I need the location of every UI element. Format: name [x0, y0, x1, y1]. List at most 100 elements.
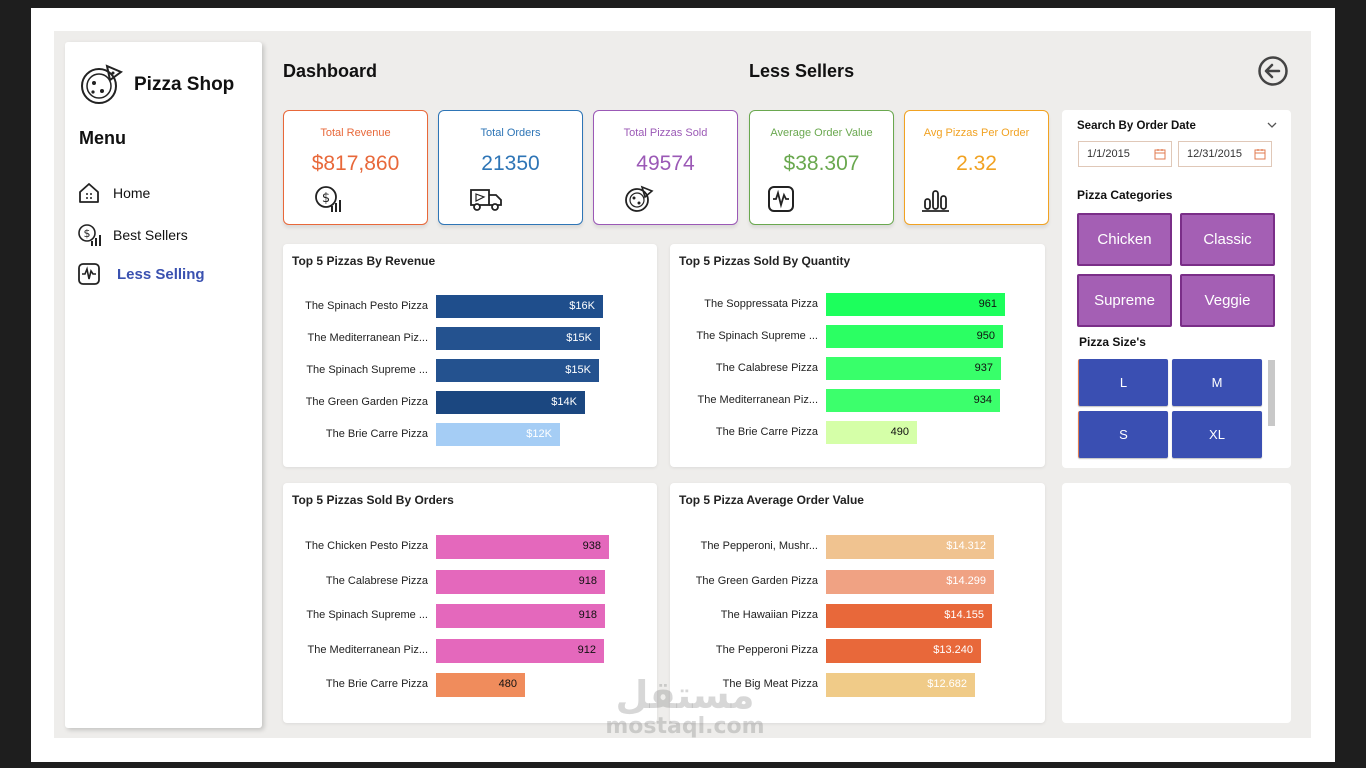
- chart-top5-orders: Top 5 Pizzas Sold By Orders The Chicken …: [283, 483, 657, 723]
- bar[interactable]: [436, 535, 609, 559]
- bar[interactable]: [436, 359, 599, 382]
- chart-top5-avg-order-value: Top 5 Pizza Average Order Value The Pepp…: [670, 483, 1045, 723]
- kpi-avg-pizzas-per-order: Avg Pizzas Per Order 2.32: [904, 110, 1049, 225]
- bar[interactable]: [826, 389, 1000, 412]
- date-to-value: 12/31/2015: [1187, 148, 1243, 160]
- category-button-classic[interactable]: Classic: [1180, 213, 1275, 266]
- sizes-scrollbar[interactable]: [1268, 360, 1275, 426]
- data-label: 480: [498, 678, 517, 690]
- category-label: The Chicken Pesto Pizza: [305, 540, 428, 552]
- sidebar-item-home[interactable]: Home: [77, 180, 150, 206]
- bar[interactable]: [826, 604, 992, 628]
- category-label: The Green Garden Pizza: [305, 396, 428, 408]
- data-label: 938: [582, 540, 601, 552]
- sidebar-item-label: Less Selling: [117, 265, 205, 283]
- bar[interactable]: [436, 391, 585, 414]
- category-label: The Calabrese Pizza: [325, 574, 428, 587]
- data-label: 918: [578, 609, 597, 621]
- kpi-label: Total Pizzas Sold: [623, 127, 708, 139]
- kpi-value: $817,860: [311, 152, 400, 175]
- menu-title: Menu: [79, 128, 126, 148]
- data-label: $14.155: [944, 609, 984, 621]
- sidebar-item-label: Best Sellers: [113, 227, 188, 243]
- category-label: The Spinach Pesto Pizza: [305, 300, 428, 312]
- bar[interactable]: [826, 325, 1003, 348]
- home-icon: [79, 183, 99, 203]
- bar-chart-icon: [922, 190, 949, 212]
- bar[interactable]: [436, 423, 560, 446]
- watermark-latin: mostaql.com: [605, 714, 765, 739]
- bar[interactable]: [436, 673, 525, 697]
- category-button-chicken[interactable]: Chicken: [1077, 213, 1172, 266]
- data-label: $15K: [565, 364, 591, 376]
- kpi-value: 49574: [636, 152, 695, 175]
- sidebar-item-best-sellers[interactable]: $ Best Sellers: [77, 222, 188, 248]
- date-from-input[interactable]: 1/1/2015: [1078, 141, 1172, 167]
- data-label: $13.240: [933, 643, 973, 656]
- categories-filter-title: Pizza Categories: [1077, 188, 1173, 202]
- chevron-down-icon[interactable]: [1267, 121, 1277, 129]
- watermark-arabic: مستقل: [615, 673, 755, 717]
- bar[interactable]: [436, 327, 600, 350]
- sidebar-item-less-selling[interactable]: Less Selling: [77, 261, 205, 287]
- data-label: 912: [577, 643, 596, 656]
- delivery-truck-icon: [470, 189, 502, 211]
- bar[interactable]: [826, 673, 975, 697]
- calendar-icon[interactable]: [1254, 148, 1266, 160]
- back-arrow-icon[interactable]: [1257, 55, 1289, 87]
- money-chart-icon: $: [78, 224, 101, 246]
- bar[interactable]: [826, 535, 994, 559]
- pizza-icon: [625, 185, 654, 212]
- chart-title: Top 5 Pizzas Sold By Quantity: [679, 254, 851, 268]
- sizes-filter-title: Pizza Size's: [1079, 335, 1146, 349]
- size-button-xl[interactable]: XL: [1172, 411, 1262, 458]
- category-label: The Calabrese Pizza: [715, 362, 818, 374]
- bar[interactable]: [826, 569, 994, 594]
- kpi-total-orders: Total Orders 21350: [438, 110, 583, 225]
- calendar-icon[interactable]: [1154, 148, 1166, 160]
- data-label: 490: [890, 426, 909, 438]
- data-label: 937: [974, 362, 993, 374]
- category-label: The Mediterranean Piz...: [307, 332, 428, 344]
- category-label: The Green Garden Pizza: [695, 574, 818, 587]
- category-label: The Pepperoni Pizza: [715, 643, 818, 656]
- bar[interactable]: [826, 638, 981, 663]
- data-label: 934: [973, 394, 992, 406]
- bar[interactable]: [826, 421, 917, 444]
- chart-title: Top 5 Pizzas Sold By Orders: [292, 493, 454, 507]
- category-label: The Spinach Supreme ...: [306, 364, 428, 376]
- category-button-veggie[interactable]: Veggie: [1180, 274, 1275, 327]
- category-label: The Spinach Supreme ...: [696, 330, 818, 342]
- size-button-s[interactable]: S: [1078, 411, 1168, 458]
- date-filter-title: Search By Order Date: [1077, 120, 1196, 132]
- size-button-l[interactable]: L: [1078, 359, 1168, 406]
- category-label: The Mediterranean Piz...: [697, 394, 818, 406]
- data-label: 961: [978, 298, 997, 310]
- size-button-m[interactable]: M: [1172, 359, 1262, 406]
- bar[interactable]: [436, 295, 603, 318]
- kpi-average-order-value: Average Order Value $38.307: [749, 110, 894, 225]
- pizza-logo-icon: [81, 64, 123, 104]
- kpi-total-revenue: Total Revenue $817,860 $: [283, 110, 428, 225]
- sidebar-item-label: Home: [113, 185, 151, 201]
- data-label: $14K: [551, 396, 577, 408]
- bar[interactable]: [436, 569, 605, 594]
- category-label: The Mediterranean Piz...: [307, 643, 428, 656]
- bar[interactable]: [826, 293, 1005, 316]
- bar[interactable]: [436, 604, 605, 628]
- bar[interactable]: [826, 357, 1001, 380]
- category-label: The Soppressata Pizza: [704, 298, 818, 310]
- kpi-value: 2.32: [956, 152, 997, 175]
- data-label: 950: [976, 330, 995, 342]
- empty-panel: [1062, 483, 1291, 723]
- date-to-input[interactable]: 12/31/2015: [1178, 141, 1272, 167]
- category-label: The Brie Carre Pizza: [715, 426, 818, 438]
- category-button-supreme[interactable]: Supreme: [1077, 274, 1172, 327]
- svg-text:$: $: [322, 191, 330, 206]
- category-label: The Brie Carre Pizza: [325, 428, 428, 440]
- bar[interactable]: [436, 638, 604, 663]
- page-subtitle: Less Sellers: [749, 61, 855, 81]
- sidebar: [65, 42, 262, 728]
- data-label: $12.682: [927, 678, 967, 690]
- data-label: $14.312: [946, 540, 986, 552]
